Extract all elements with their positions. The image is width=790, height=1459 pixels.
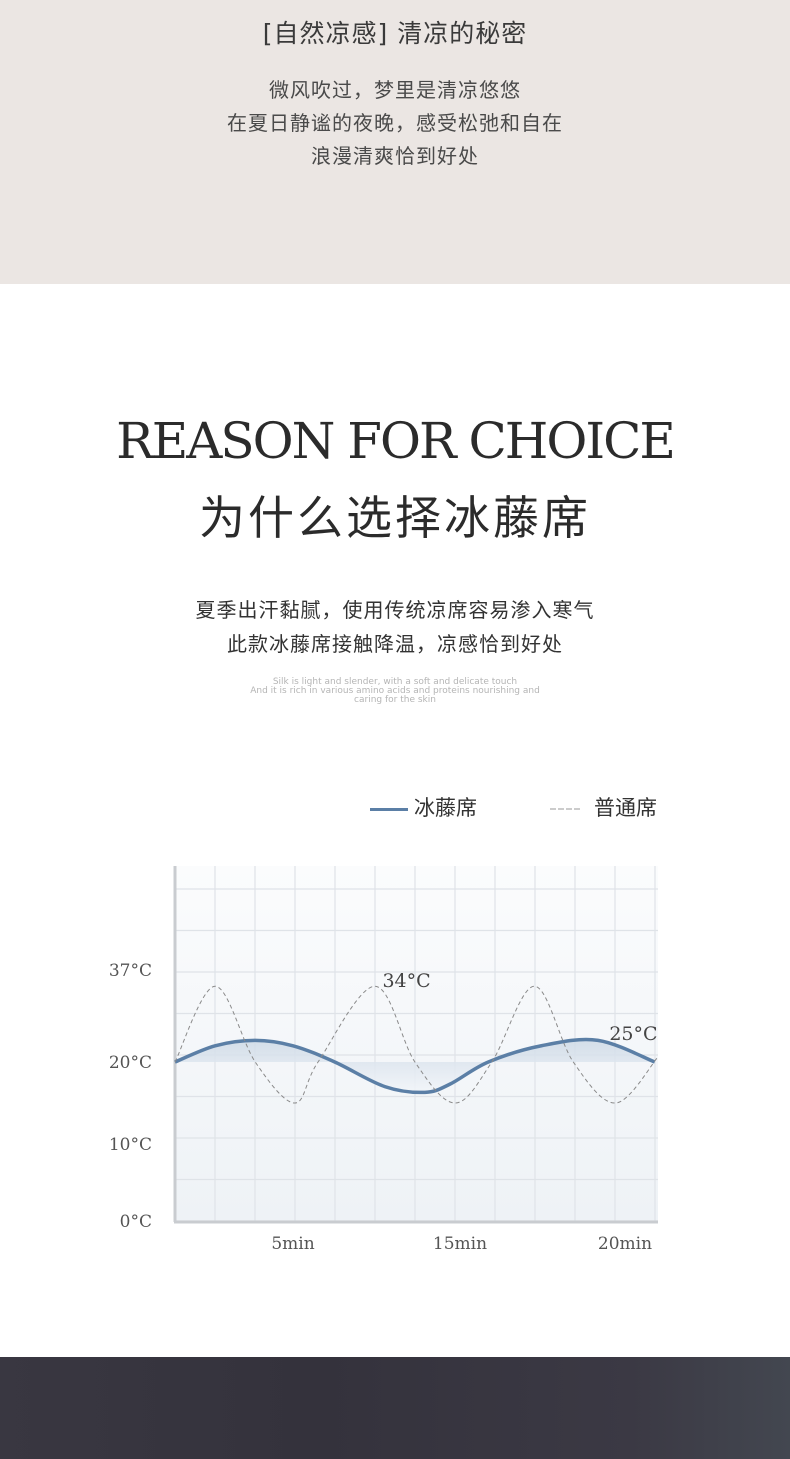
intro-section [0, 0, 790, 284]
x-tick-label: 5min [271, 1234, 314, 1254]
intro-line: 在夏日静谧的夜晚，感受松弛和自在 [227, 111, 563, 135]
description-line: 此款冰藤席接触降温，凉感恰到好处 [227, 632, 563, 656]
next-section-dark [0, 1357, 790, 1459]
series-fill [175, 1039, 655, 1093]
y-tick-label: 10°C [109, 1135, 152, 1155]
description-line: 夏季出汗黏腻，使用传统凉席容易渗入寒气 [195, 598, 595, 622]
intro-line: 浪漫清爽恰到好处 [311, 144, 479, 168]
x-tick-label: 20min [598, 1234, 652, 1254]
caption-line: caring for the skin [354, 695, 436, 705]
legend-ice: 冰藤席 [370, 792, 477, 822]
y-tick-label: 20°C [109, 1053, 152, 1073]
caption-line: And it is rich in various amino acids an… [250, 686, 540, 696]
dashed-line-icon [550, 808, 580, 810]
series-line-normal [174, 985, 659, 1104]
heading-cn: 为什么选择冰藤席 [199, 491, 591, 545]
x-tick-label: 15min [433, 1234, 487, 1254]
series-line-ice [174, 1037, 656, 1095]
solid-line-icon [370, 807, 408, 811]
intro-line: 微风吹过，梦里是清凉悠悠 [269, 78, 521, 102]
legend-label: 冰藤席 [414, 796, 477, 820]
y-tick-label: 0°C [120, 1212, 152, 1232]
annotation-label: 34°C [382, 970, 430, 992]
temperature-chart: 0°C 10°C 20°C 37°C 5min 15min 20min 34°C 25°C [109, 866, 659, 1254]
caption-line: Silk is light and slender, with a soft a… [272, 677, 518, 687]
y-tick-label: 37°C [109, 961, 152, 981]
intro-title: [自然凉感] 清凉的秘密 [262, 19, 528, 48]
heading-en: REASON FOR CHOICE [116, 412, 676, 470]
english-caption: Silk is light and slender, with a soft a… [0, 678, 790, 705]
legend-label: 普通席 [594, 796, 657, 820]
annotation-label: 25°C [609, 1023, 657, 1045]
legend-normal: 普通席 [550, 792, 657, 822]
